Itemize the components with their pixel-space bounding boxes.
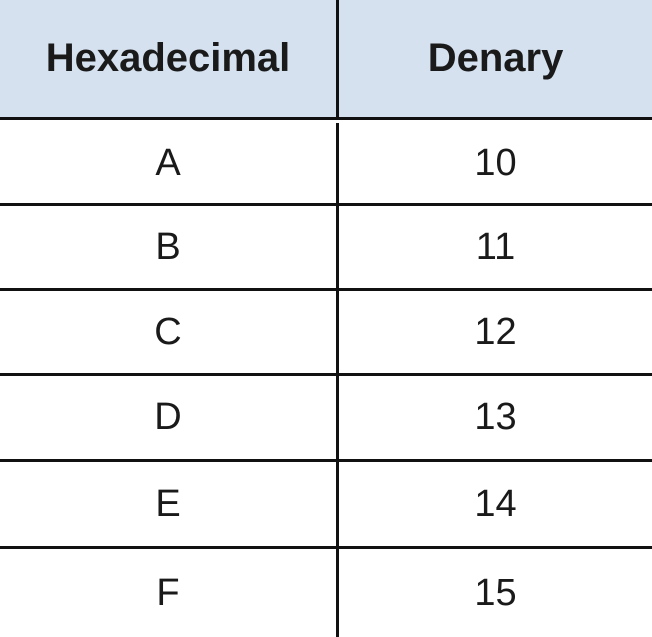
denary-cell: 15 xyxy=(474,571,517,614)
denary-cell: 12 xyxy=(474,310,517,353)
hex-cell: B xyxy=(0,206,339,288)
denary-cell: 11 xyxy=(475,225,516,268)
table-row: F 15 xyxy=(0,549,652,637)
header-hexadecimal: Hexadecimal xyxy=(0,0,339,117)
table-header-row: Hexadecimal Denary xyxy=(0,0,652,120)
denary-cell: 10 xyxy=(474,141,517,184)
hex-cell: A xyxy=(0,123,339,203)
header-denary: Denary xyxy=(427,36,564,80)
table-row: E 14 xyxy=(0,462,652,549)
hex-cell: E xyxy=(0,462,339,546)
denary-cell: 14 xyxy=(474,482,517,525)
table-row: B 11 xyxy=(0,206,652,291)
table-row: A 10 xyxy=(0,123,652,206)
hex-cell: F xyxy=(0,549,339,637)
hex-cell: D xyxy=(0,376,339,459)
denary-cell: 13 xyxy=(474,396,517,438)
hex-cell: C xyxy=(0,291,339,373)
table-row: C 12 xyxy=(0,291,652,376)
table-row: D 13 xyxy=(0,376,652,462)
